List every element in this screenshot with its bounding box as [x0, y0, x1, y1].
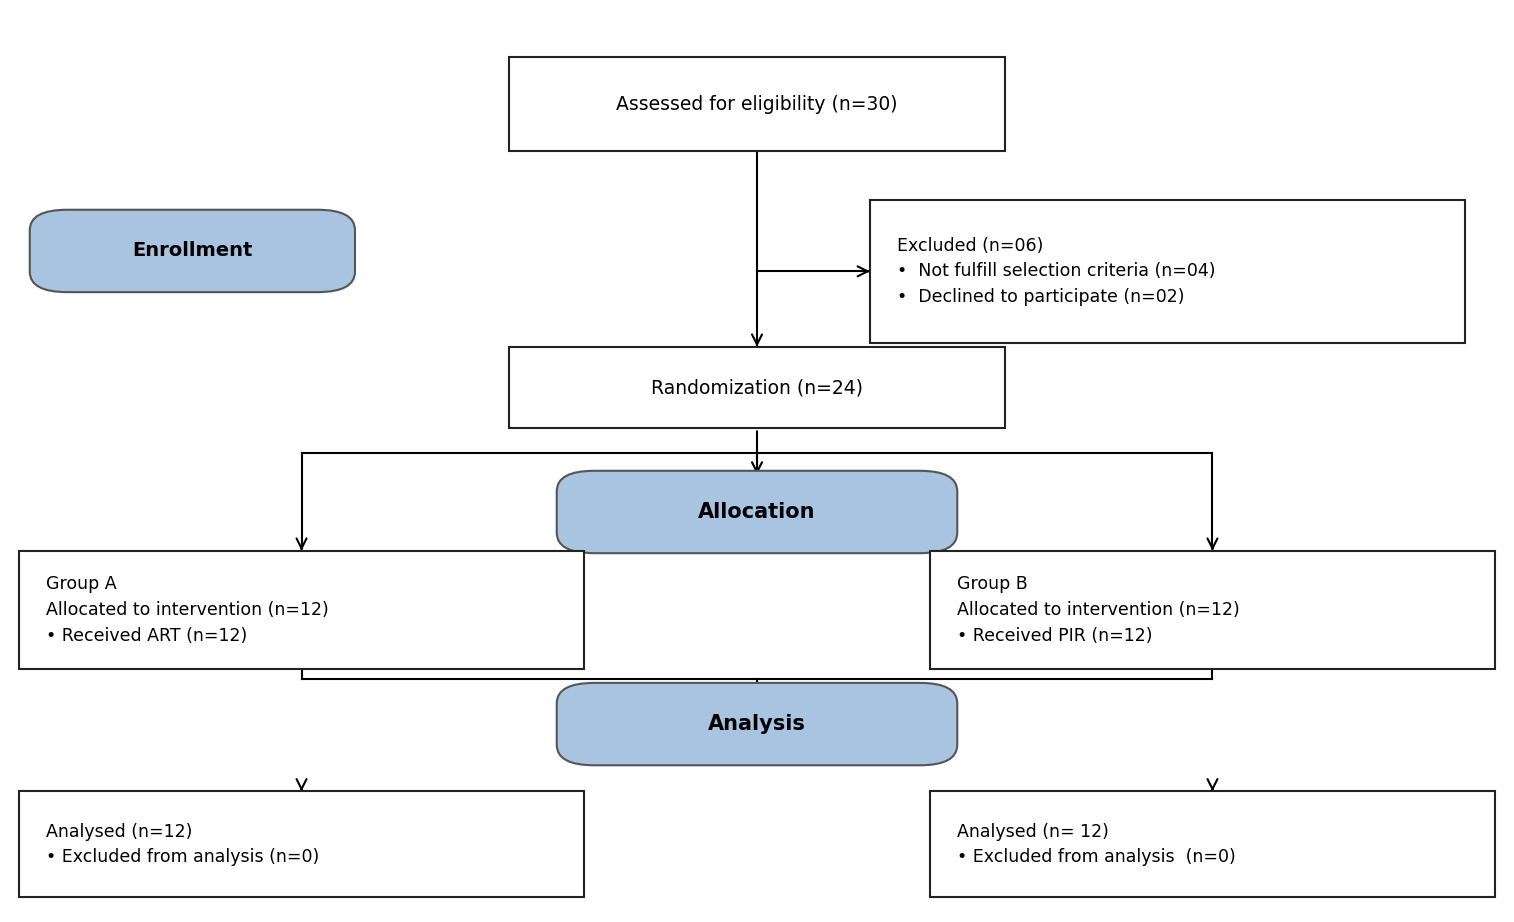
- FancyBboxPatch shape: [557, 683, 957, 765]
- FancyBboxPatch shape: [509, 57, 1005, 151]
- FancyBboxPatch shape: [30, 209, 354, 292]
- FancyBboxPatch shape: [557, 471, 957, 553]
- Text: Allocation: Allocation: [698, 502, 816, 522]
- FancyBboxPatch shape: [20, 791, 584, 897]
- Text: Analysis: Analysis: [709, 714, 805, 734]
- Text: Group B
Allocated to intervention (n=12)
• Received PIR (n=12): Group B Allocated to intervention (n=12)…: [957, 575, 1240, 644]
- FancyBboxPatch shape: [509, 347, 1005, 429]
- Text: Analysed (n= 12)
• Excluded from analysis  (n=0): Analysed (n= 12) • Excluded from analysi…: [957, 822, 1235, 867]
- Text: Analysed (n=12)
• Excluded from analysis (n=0): Analysed (n=12) • Excluded from analysis…: [47, 822, 319, 867]
- Text: Excluded (n=06)
•  Not fulfill selection criteria (n=04)
•  Declined to particip: Excluded (n=06) • Not fulfill selection …: [896, 237, 1216, 306]
- Text: Assessed for eligibility (n=30): Assessed for eligibility (n=30): [616, 95, 898, 113]
- FancyBboxPatch shape: [930, 550, 1494, 669]
- FancyBboxPatch shape: [930, 791, 1494, 897]
- Text: Enrollment: Enrollment: [132, 242, 253, 260]
- FancyBboxPatch shape: [20, 550, 584, 669]
- Text: Randomization (n=24): Randomization (n=24): [651, 378, 863, 397]
- Text: Group A
Allocated to intervention (n=12)
• Received ART (n=12): Group A Allocated to intervention (n=12)…: [47, 575, 329, 644]
- FancyBboxPatch shape: [871, 200, 1464, 343]
